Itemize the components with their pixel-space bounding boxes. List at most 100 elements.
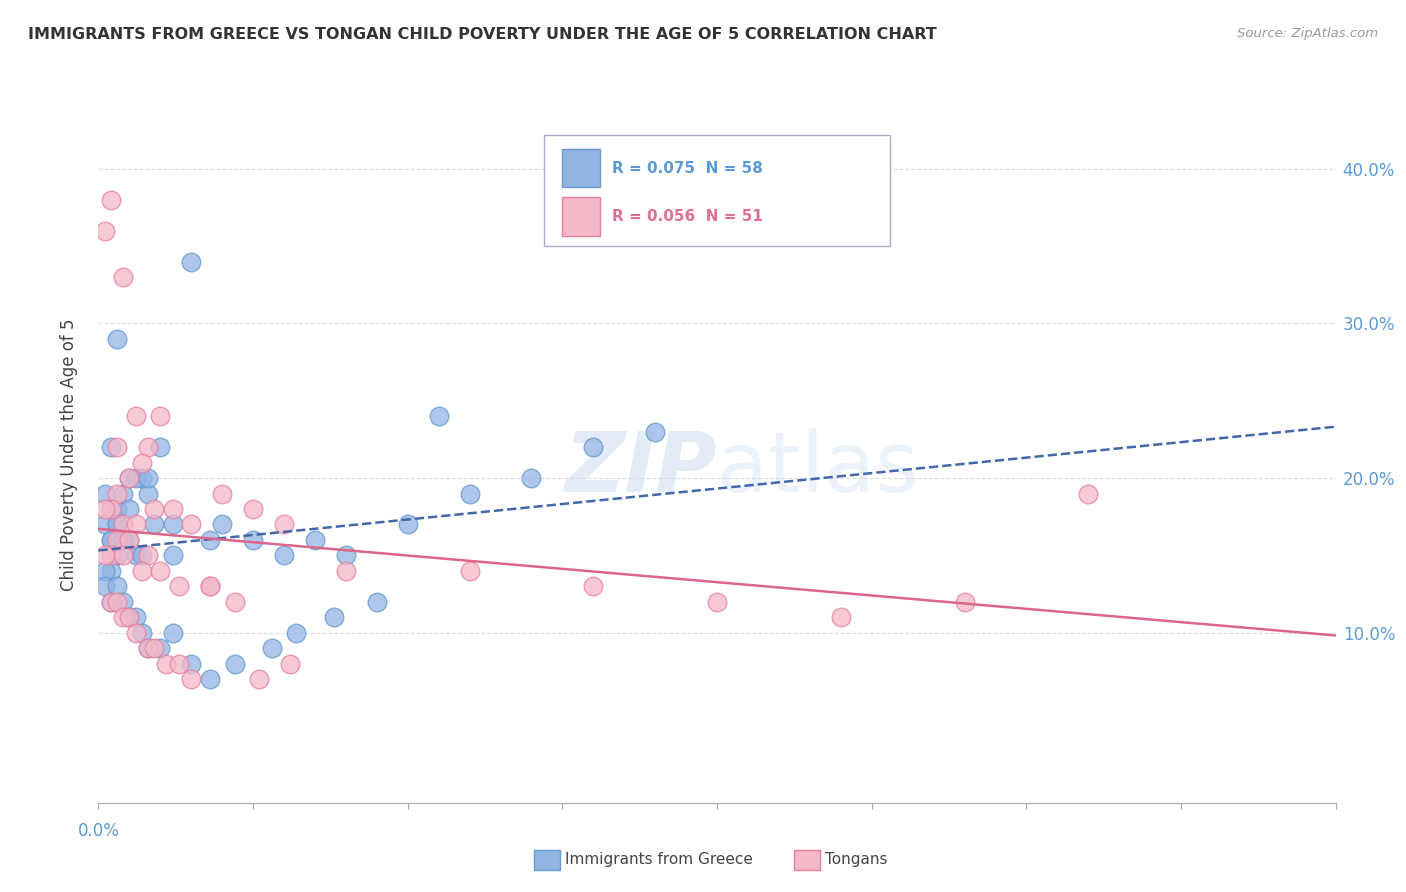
Point (285, 625, 308, 640)
Point (427, 409, 450, 424)
Point (322, 610, 344, 624)
Point (155, 657, 177, 671)
Point (706, 595, 728, 609)
Point (520, 471, 543, 485)
Point (335, 564, 357, 578)
Point (167, 657, 190, 671)
Text: R = 0.056  N = 51: R = 0.056 N = 51 (612, 210, 763, 225)
Point (143, 517, 166, 532)
Y-axis label: Child Poverty Under the Age of 5: Child Poverty Under the Age of 5 (59, 318, 77, 591)
Point (93, 224, 115, 238)
Point (458, 486, 481, 500)
Point (131, 549, 153, 563)
Bar (562, 197, 599, 235)
Point (118, 471, 141, 485)
Point (105, 517, 128, 532)
Point (278, 657, 301, 671)
Point (180, 672, 202, 686)
Point (124, 409, 146, 424)
Point (100, 502, 122, 516)
Point (105, 517, 128, 532)
Point (131, 625, 153, 640)
Point (198, 533, 221, 547)
Point (136, 641, 159, 656)
Point (112, 517, 135, 532)
Point (273, 517, 295, 532)
Point (136, 471, 159, 485)
Point (105, 440, 128, 454)
Point (582, 579, 605, 593)
Point (180, 517, 202, 532)
Text: R = 0.075  N = 58: R = 0.075 N = 58 (612, 161, 763, 176)
Point (162, 502, 184, 516)
Point (953, 595, 976, 609)
Point (131, 471, 153, 485)
Point (830, 610, 852, 624)
Point (180, 254, 202, 268)
Point (93, 579, 115, 593)
Point (242, 502, 264, 516)
Point (273, 549, 295, 563)
Point (124, 517, 146, 532)
Point (118, 610, 141, 624)
Point (260, 641, 283, 656)
Point (149, 409, 172, 424)
Point (143, 641, 166, 656)
Point (149, 564, 172, 578)
Point (112, 549, 135, 563)
Point (112, 486, 135, 500)
Point (93, 502, 115, 516)
Point (198, 579, 221, 593)
Point (100, 595, 122, 609)
Point (100, 440, 122, 454)
Point (242, 533, 264, 547)
Point (136, 549, 159, 563)
Point (124, 549, 146, 563)
Point (112, 270, 135, 285)
Point (105, 332, 128, 346)
Point (162, 549, 184, 563)
Point (366, 595, 388, 609)
Point (247, 672, 270, 686)
Point (162, 517, 184, 532)
Point (100, 533, 122, 547)
Point (582, 440, 605, 454)
Text: Source: ZipAtlas.com: Source: ZipAtlas.com (1237, 27, 1378, 40)
Point (224, 595, 246, 609)
Point (136, 440, 159, 454)
Point (124, 610, 146, 624)
Point (149, 641, 172, 656)
Point (167, 579, 190, 593)
Point (124, 625, 146, 640)
Point (105, 502, 128, 516)
Point (118, 471, 141, 485)
Point (93, 564, 115, 578)
Text: Tongans: Tongans (825, 853, 887, 867)
Point (118, 502, 141, 516)
Point (112, 533, 135, 547)
Point (105, 486, 128, 500)
Point (644, 425, 666, 439)
Point (100, 595, 122, 609)
Point (93, 486, 115, 500)
Point (162, 625, 184, 640)
Point (118, 533, 141, 547)
Point (105, 549, 128, 563)
Point (100, 564, 122, 578)
Text: atlas: atlas (717, 428, 918, 509)
Point (118, 610, 141, 624)
Point (105, 533, 128, 547)
FancyBboxPatch shape (544, 135, 890, 246)
Point (112, 533, 135, 547)
Point (198, 672, 221, 686)
Text: ZIP: ZIP (564, 428, 717, 509)
Text: 0.0%: 0.0% (77, 822, 120, 840)
Point (198, 579, 221, 593)
Point (458, 564, 481, 578)
Point (136, 486, 159, 500)
Point (211, 486, 233, 500)
Point (396, 517, 419, 532)
Point (100, 549, 122, 563)
Point (93, 549, 115, 563)
Point (131, 456, 153, 470)
